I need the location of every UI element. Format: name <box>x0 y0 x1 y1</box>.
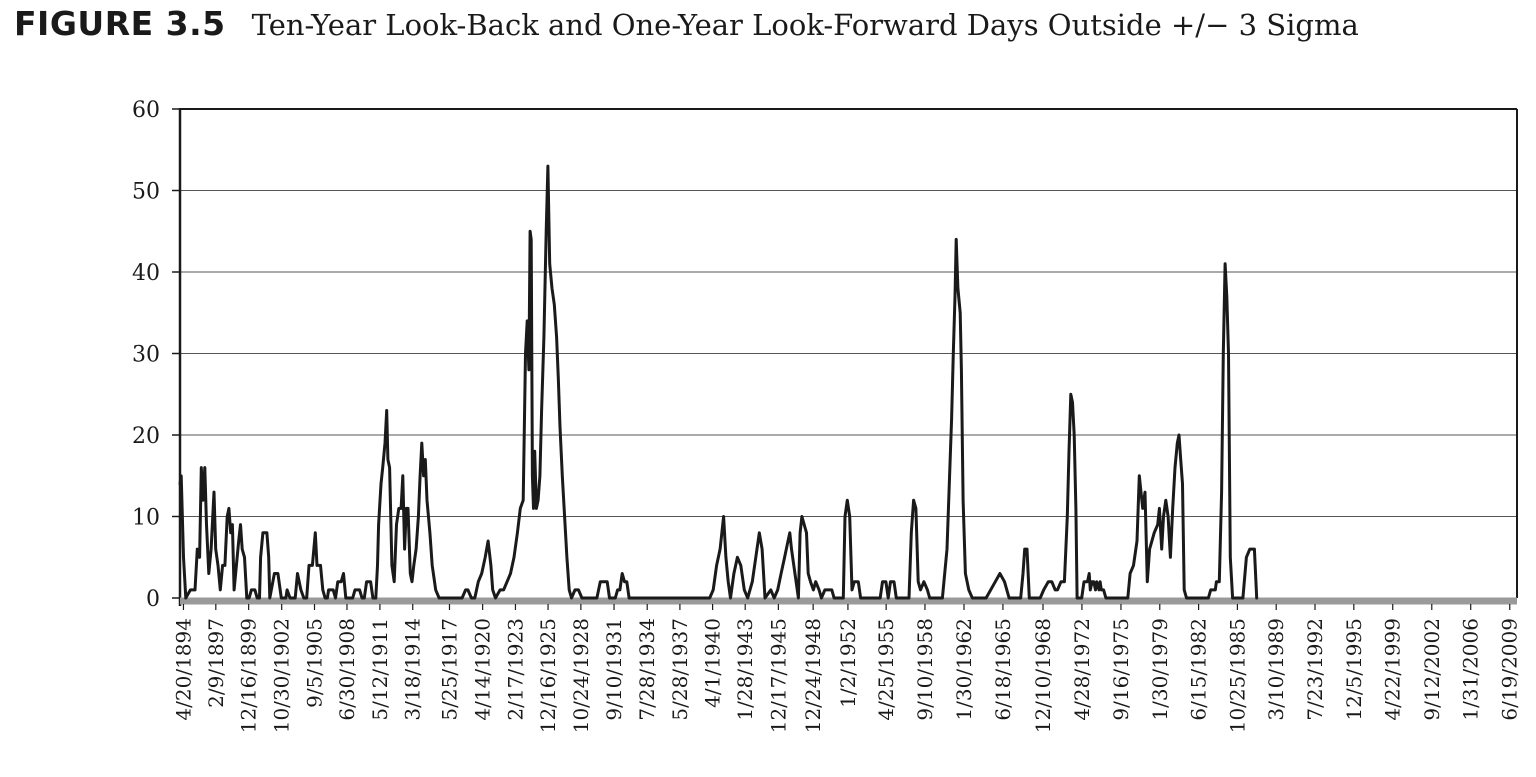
x-tick-label: 12/10/1968 <box>1031 618 1055 733</box>
x-tick-label: 4/20/1894 <box>172 618 196 721</box>
x-tick-label: 10/24/1928 <box>569 618 593 733</box>
y-tick-label: 40 <box>132 261 160 286</box>
axes <box>178 108 1518 606</box>
x-tick-label: 4/22/1999 <box>1381 618 1405 721</box>
x-tick-label: 9/16/1975 <box>1109 618 1133 721</box>
x-tick-label: 1/30/1979 <box>1148 618 1172 721</box>
gridlines <box>180 190 1517 517</box>
x-tick-label: 1/31/2006 <box>1459 618 1483 721</box>
x-tick-label: 6/19/2009 <box>1498 618 1522 721</box>
y-axis-ticks: 0 10 20 30 40 50 60 <box>132 98 180 612</box>
x-axis-ticks: 4/20/1894 2/9/1897 12/16/1899 10/30/1902 9/5… <box>172 604 1522 733</box>
series-layer <box>178 164 1259 600</box>
y-tick-label: 50 <box>132 180 160 205</box>
x-tick-label: 12/16/1899 <box>237 618 261 733</box>
series-line <box>178 164 1259 600</box>
x-tick-label: 4/25/1955 <box>874 618 898 721</box>
x-tick-label: 6/30/1908 <box>335 618 359 721</box>
x-tick-label: 7/23/1992 <box>1303 618 1327 721</box>
figure-caption: Ten-Year Look-Back and One-Year Look-For… <box>251 8 1359 42</box>
x-tick-label: 2/17/1923 <box>504 618 528 721</box>
x-tick-label: 5/28/1937 <box>668 618 692 721</box>
x-tick-label: 12/17/1945 <box>766 618 790 733</box>
x-tick-label: 5/12/1911 <box>368 618 392 721</box>
x-tick-label: 9/10/1931 <box>602 618 626 721</box>
x-tick-label: 1/28/1943 <box>733 618 757 721</box>
figure-label: FIGURE 3.5 <box>14 4 226 43</box>
x-tick-label: 9/10/1958 <box>913 618 937 721</box>
x-tick-label: 12/24/1948 <box>801 618 825 733</box>
x-tick-label: 12/16/1925 <box>536 618 560 733</box>
x-tick-label: 10/25/1985 <box>1225 618 1249 733</box>
x-tick-label: 12/5/1995 <box>1342 618 1366 721</box>
x-tick-label: 3/18/1914 <box>401 618 425 721</box>
y-tick-label: 10 <box>132 506 160 531</box>
x-tick-label: 1/30/1962 <box>952 618 976 721</box>
x-tick-label: 7/28/1934 <box>635 618 659 721</box>
x-tick-label: 10/30/1902 <box>270 618 294 733</box>
x-tick-label: 2/9/1897 <box>204 618 228 708</box>
y-tick-label: 0 <box>146 587 160 612</box>
x-tick-label: 9/12/2002 <box>1420 618 1444 721</box>
y-tick-label: 20 <box>132 424 160 449</box>
x-tick-label: 5/25/1917 <box>438 618 462 721</box>
y-tick-label: 60 <box>132 98 160 123</box>
x-tick-label: 6/15/1982 <box>1187 618 1211 721</box>
x-tick-label: 4/28/1972 <box>1070 618 1094 721</box>
y-tick-label: 30 <box>132 343 160 368</box>
x-tick-label: 6/18/1965 <box>991 618 1015 721</box>
x-tick-label: 3/10/1989 <box>1264 618 1288 721</box>
x-tick-label: 4/1/1940 <box>701 618 725 708</box>
x-tick-label: 4/14/1920 <box>471 618 495 721</box>
x-tick-label: 9/5/1905 <box>303 618 327 708</box>
figure-title: FIGURE 3.5 Ten-Year Look-Back and One-Yea… <box>14 2 1359 46</box>
x-tick-label: 1/2/1952 <box>836 618 860 708</box>
